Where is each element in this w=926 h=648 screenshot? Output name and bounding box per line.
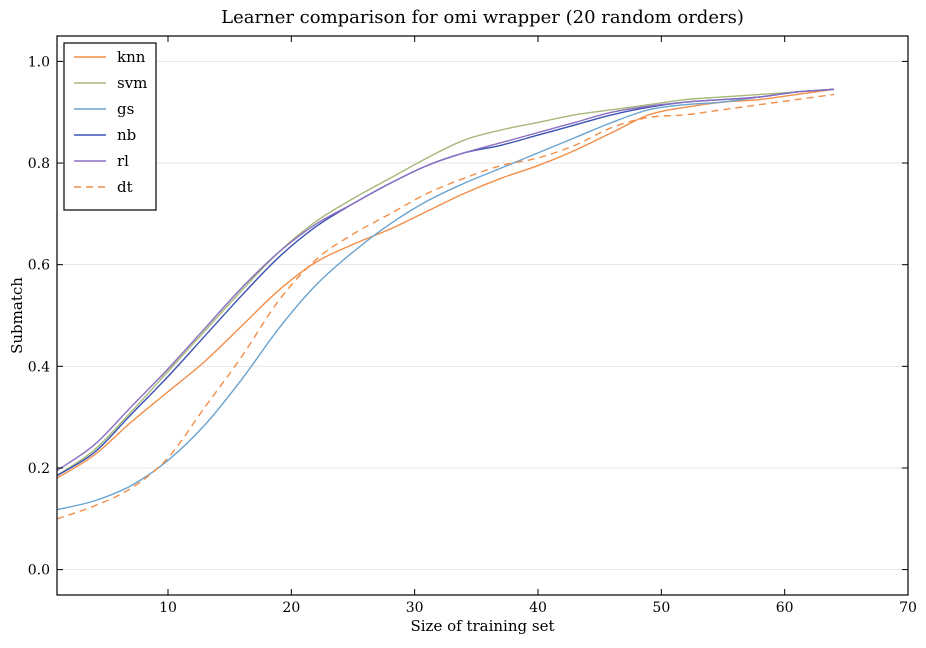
y-tick-label: 0.6 bbox=[28, 258, 50, 274]
legend-label: svm bbox=[117, 74, 147, 92]
legend-label: gs bbox=[117, 100, 134, 118]
series-line-dt bbox=[56, 93, 835, 520]
x-tick-label: 60 bbox=[776, 600, 794, 616]
y-tick-label: 0.8 bbox=[28, 156, 50, 172]
y-tick-label: 0.0 bbox=[28, 563, 50, 579]
legend-item-knn: knn bbox=[74, 48, 146, 66]
chart-title: Learner comparison for omi wrapper (20 r… bbox=[221, 7, 744, 28]
y-axis-title: Submatch bbox=[8, 277, 26, 354]
legend-label: rl bbox=[117, 152, 129, 170]
x-tick-label: 20 bbox=[282, 600, 300, 616]
y-tick-label: 0.4 bbox=[28, 359, 50, 375]
y-tick-label: 1.0 bbox=[28, 54, 50, 70]
y-tick-label: 0.2 bbox=[28, 461, 50, 477]
legend-item-dt: dt bbox=[74, 178, 133, 196]
series-line-knn bbox=[56, 88, 835, 479]
legend-label: nb bbox=[117, 126, 136, 144]
legend-item-nb: nb bbox=[74, 126, 136, 144]
axis-ticks bbox=[57, 36, 909, 595]
legend-label: dt bbox=[117, 178, 133, 196]
x-tick-label: 10 bbox=[159, 600, 177, 616]
series-line-rl bbox=[56, 88, 835, 472]
legend-item-rl: rl bbox=[74, 152, 129, 170]
legend-item-svm: svm bbox=[74, 74, 147, 92]
series-line-gs bbox=[56, 88, 835, 511]
grid bbox=[57, 60, 908, 571]
x-tick-label: 40 bbox=[529, 600, 547, 616]
tick-labels: 10 20 30 40 50 60 70 0.0 0.2 0.4 0.6 0.8 1.0 bbox=[28, 54, 917, 616]
x-tick-label: 50 bbox=[652, 600, 670, 616]
series-line-svm bbox=[56, 88, 835, 477]
legend-items: knn svm gs nb rl dt bbox=[74, 48, 147, 196]
legend-box bbox=[63, 42, 157, 211]
plot-frame bbox=[56, 35, 909, 596]
x-tick-label: 70 bbox=[899, 600, 917, 616]
x-tick-label: 30 bbox=[406, 600, 424, 616]
series-lines bbox=[56, 88, 835, 520]
series-line-nb bbox=[56, 88, 835, 477]
legend: knn svm gs nb rl dt bbox=[63, 42, 157, 211]
legend-item-gs: gs bbox=[74, 100, 134, 118]
x-axis-title: Size of training set bbox=[410, 617, 554, 635]
legend-label: knn bbox=[117, 48, 146, 66]
